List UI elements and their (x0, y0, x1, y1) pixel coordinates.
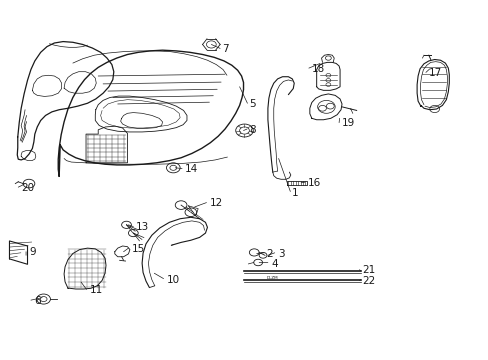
Text: 16: 16 (307, 178, 321, 188)
Text: 15: 15 (131, 244, 144, 254)
Text: 8: 8 (249, 125, 256, 135)
Text: 9: 9 (29, 247, 36, 257)
Text: 12: 12 (209, 198, 222, 208)
Text: 22: 22 (362, 276, 375, 286)
Text: 4: 4 (271, 258, 277, 269)
Text: 11: 11 (89, 285, 102, 296)
Text: 5: 5 (249, 99, 256, 109)
Text: 21: 21 (362, 265, 375, 275)
Text: 10: 10 (166, 275, 179, 285)
Text: 17: 17 (428, 68, 441, 78)
Text: 14: 14 (184, 164, 198, 174)
Text: DLZM: DLZM (266, 275, 278, 280)
Text: 19: 19 (341, 118, 355, 128)
Text: 3: 3 (277, 248, 284, 258)
Text: 7: 7 (222, 44, 229, 54)
Text: 20: 20 (21, 183, 34, 193)
Text: 1: 1 (292, 188, 298, 198)
Text: 13: 13 (136, 222, 149, 232)
Text: 2: 2 (266, 248, 272, 258)
Text: 18: 18 (311, 64, 325, 74)
Text: 6: 6 (34, 296, 41, 306)
